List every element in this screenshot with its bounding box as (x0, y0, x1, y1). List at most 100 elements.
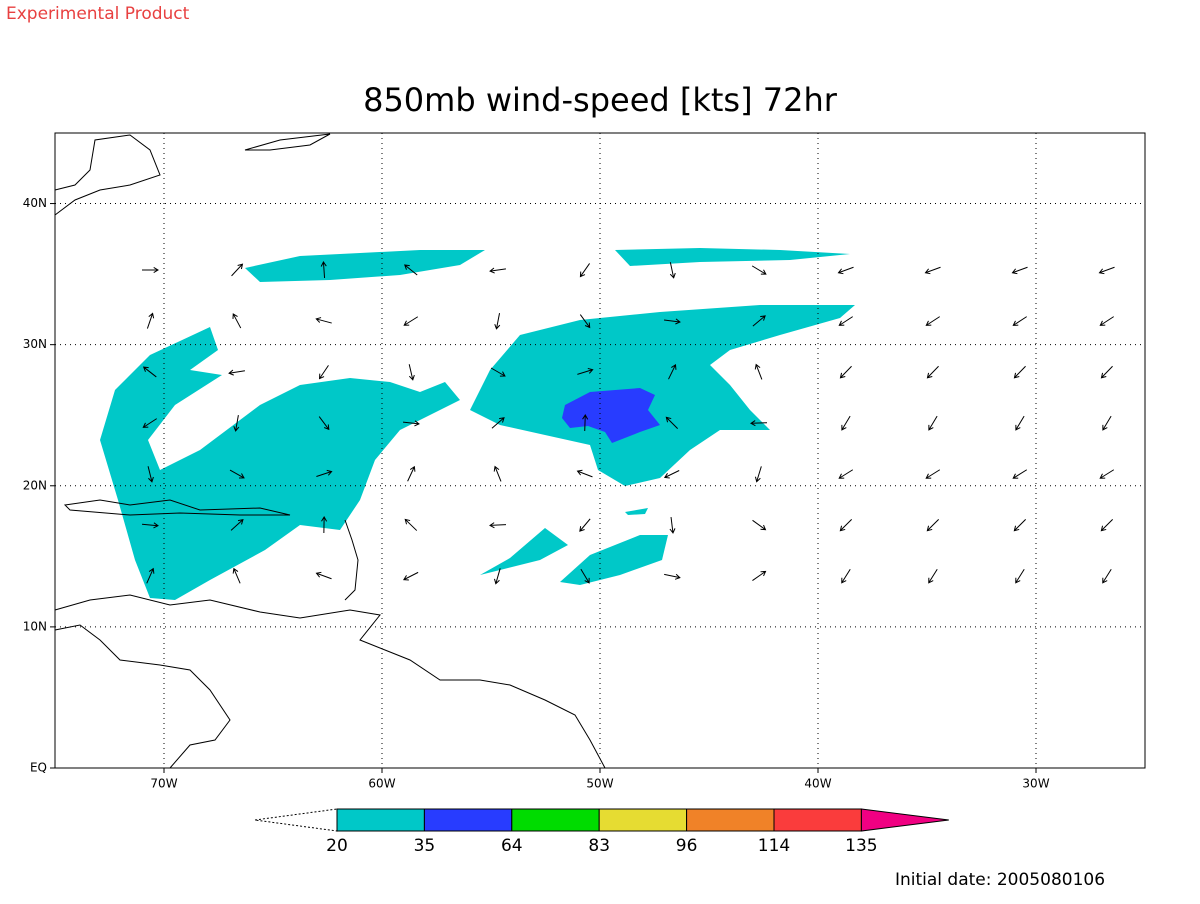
wind-vector (493, 465, 502, 482)
wind-vector (1100, 518, 1114, 532)
wind-vector (928, 568, 938, 584)
colorbar-label: 83 (588, 836, 610, 856)
wind-vector (318, 365, 329, 380)
wind-area (245, 250, 485, 282)
wind-vector (407, 465, 416, 482)
wind-vector (839, 365, 852, 379)
wind-vector (147, 466, 154, 483)
wind-vector (1099, 316, 1114, 326)
y-tick-label: 10N (23, 619, 47, 633)
wind-vector (1012, 469, 1028, 479)
colorbar-label: 64 (501, 836, 523, 856)
wind-vector (1098, 266, 1115, 275)
title: 850mb wind-speed [kts] 72hr (363, 81, 838, 119)
wind-vector (926, 518, 940, 532)
wind-vector (576, 469, 593, 478)
wind-vector (315, 571, 332, 580)
wind-vector (490, 367, 506, 377)
wind-vector (494, 313, 501, 330)
wind-vector (752, 570, 767, 581)
wind-vector (232, 567, 241, 584)
wind-vector (838, 469, 854, 479)
wind-area (560, 535, 668, 585)
coastline (244, 133, 331, 151)
wind-area (615, 248, 850, 266)
y-tick-label: 40N (23, 196, 47, 210)
wind-vector (663, 318, 681, 325)
wind-vector (839, 518, 853, 532)
wind-vector (404, 264, 418, 276)
wind-vectors (141, 261, 1115, 585)
colorbar-box (773, 808, 862, 832)
wind-vector (928, 415, 938, 431)
colorbar-label: 114 (758, 836, 790, 856)
x-tick-label: 40W (804, 777, 831, 791)
wind-core (562, 388, 660, 443)
colorbar-label: 20 (326, 836, 348, 856)
wind-vector (321, 516, 328, 534)
footer-label: Initial date: 2005080106 (895, 870, 1105, 890)
wind-vector (1015, 568, 1025, 584)
wind-vector (318, 416, 330, 431)
wind-vector (489, 522, 507, 529)
wind-vector (1013, 518, 1027, 532)
x-tick-label: 60W (368, 777, 395, 791)
wind-vector (841, 415, 851, 431)
wind-vector (229, 469, 245, 479)
header-label: Experimental Product (6, 4, 190, 24)
wind-vector (582, 414, 589, 432)
wind-vector (579, 263, 590, 278)
wind-vector (754, 363, 763, 380)
x-tick-label: 50W (586, 777, 613, 791)
colorbar-label: 135 (845, 836, 877, 856)
wind-vector (1100, 365, 1113, 379)
colorbar-lower (254, 808, 338, 832)
wind-vector (1099, 469, 1115, 479)
y-tick-label: 30N (23, 337, 47, 351)
wind-vector (1015, 415, 1025, 431)
y-tick-label: EQ (30, 761, 47, 775)
colorbar-label: 96 (676, 836, 698, 856)
coastline (54, 134, 161, 216)
wind-vector (925, 469, 941, 479)
wind-area (480, 528, 568, 575)
wind-area (625, 508, 648, 515)
wind-vector (403, 571, 419, 581)
wind-vector (754, 466, 762, 483)
wind-vector (233, 415, 240, 432)
wind-vector (752, 519, 767, 531)
wind-vector (752, 315, 766, 327)
wind-vector (924, 266, 941, 275)
wind-vector (668, 363, 677, 380)
wind-vector (494, 568, 501, 585)
wind-vector (402, 420, 420, 427)
wind-vector (1102, 415, 1112, 431)
wind-vector (230, 518, 244, 531)
wind-vector (664, 573, 681, 580)
colorbar-box (511, 808, 600, 832)
wind-vector (489, 267, 506, 274)
colorbar-box (336, 808, 425, 832)
wind-vector (665, 416, 679, 430)
wind-vector (925, 316, 940, 326)
colorbar-label: 35 (414, 836, 436, 856)
wind-vector (231, 263, 244, 277)
wind-area (100, 327, 460, 600)
colorbar-box (686, 808, 775, 832)
wind-vector (141, 522, 159, 529)
x-tick-label: 70W (150, 777, 177, 791)
wind-vector (580, 568, 590, 584)
coastline (54, 594, 606, 769)
wind-vector (750, 420, 768, 427)
wind-vector (142, 418, 157, 428)
colorbar-upper (860, 808, 949, 832)
wind-vector (316, 469, 333, 477)
wind-vector (841, 568, 851, 584)
wind-vector (146, 567, 155, 584)
wind-vector (1012, 316, 1027, 326)
wind-vector (403, 316, 419, 326)
y-tick-label: 20N (23, 478, 47, 492)
wind-vector (146, 312, 155, 329)
wind-vector (838, 316, 853, 326)
wind-vector (1102, 568, 1112, 584)
